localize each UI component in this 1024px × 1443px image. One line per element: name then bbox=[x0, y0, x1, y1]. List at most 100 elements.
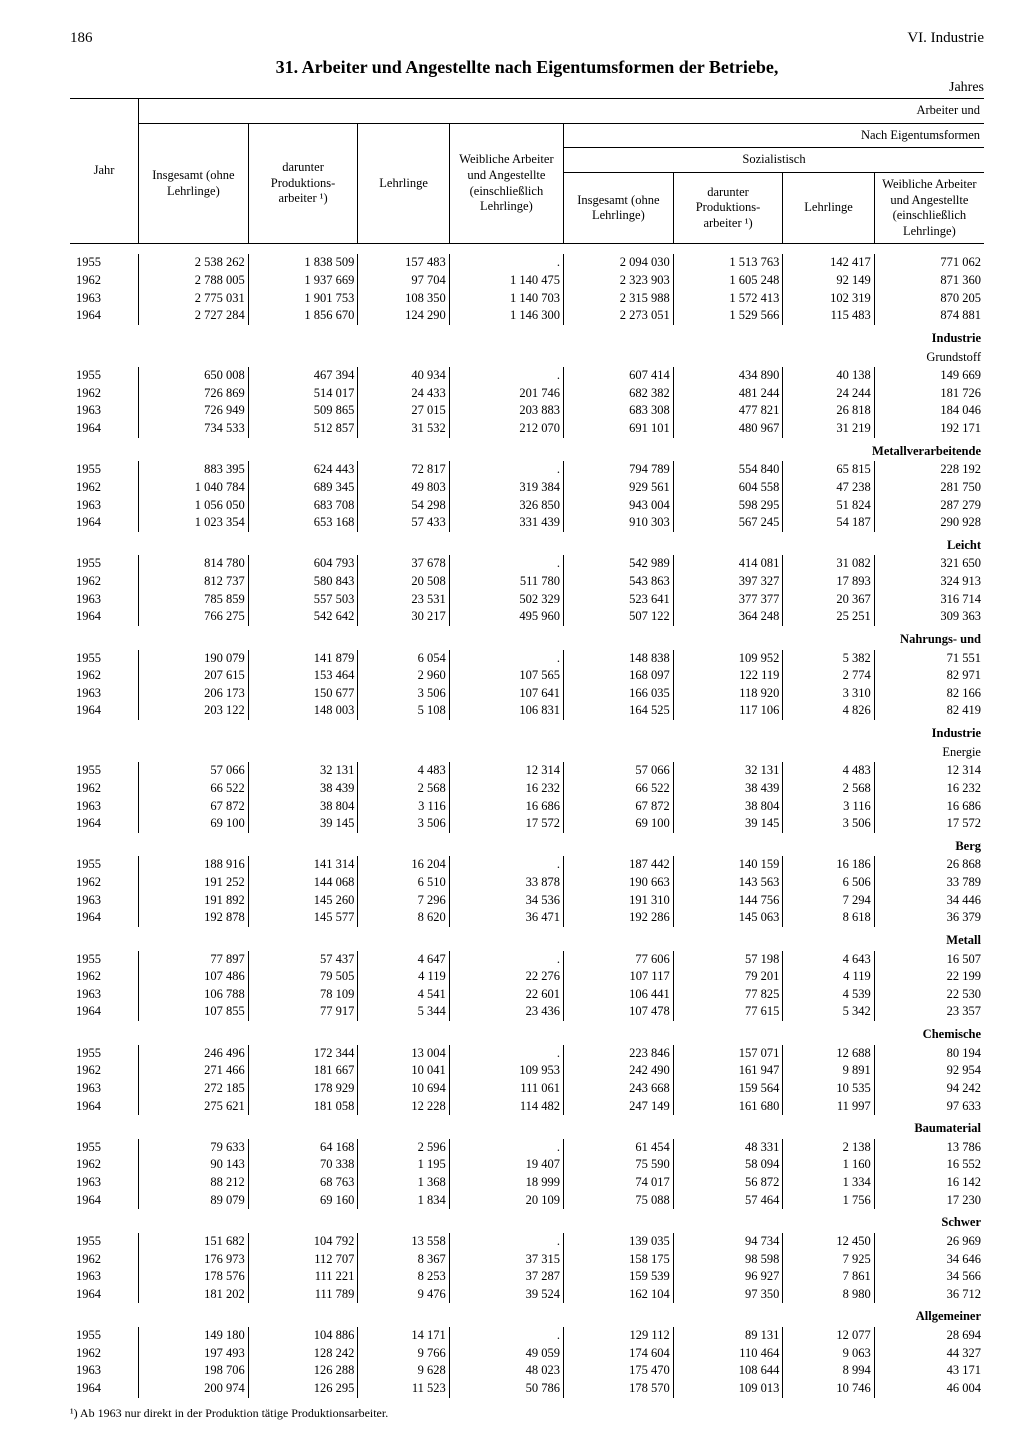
cell: 281 750 bbox=[874, 479, 984, 497]
cell: 107 486 bbox=[139, 968, 249, 986]
cell: 242 490 bbox=[564, 1062, 674, 1080]
cell: 104 792 bbox=[248, 1233, 358, 1251]
cell: 47 238 bbox=[783, 479, 874, 497]
cell: 1 756 bbox=[783, 1192, 874, 1210]
cell: 20 367 bbox=[783, 591, 874, 609]
col-insgesamt: Insgesamt (ohne Lehrlinge) bbox=[139, 123, 249, 244]
cell: 46 004 bbox=[874, 1380, 984, 1398]
cell: 290 928 bbox=[874, 514, 984, 532]
cell: 246 496 bbox=[139, 1045, 249, 1063]
cell: 98 598 bbox=[673, 1251, 783, 1269]
cell: 190 079 bbox=[139, 650, 249, 668]
cell: 4 647 bbox=[358, 951, 449, 969]
col-soz-prod: darunter Produktions- arbeiter ¹) bbox=[673, 172, 783, 244]
cell: 30 217 bbox=[358, 608, 449, 626]
cell: 38 804 bbox=[673, 798, 783, 816]
cell: 9 476 bbox=[358, 1286, 449, 1304]
cell: 683 708 bbox=[248, 497, 358, 515]
cell: 3 116 bbox=[783, 798, 874, 816]
cell: 1955 bbox=[70, 1045, 139, 1063]
cell: 175 470 bbox=[564, 1362, 674, 1380]
cell: 542 989 bbox=[564, 555, 674, 573]
cell: 61 454 bbox=[564, 1139, 674, 1157]
cell: 82 166 bbox=[874, 685, 984, 703]
cell: 2 727 284 bbox=[139, 307, 249, 325]
cell: 1964 bbox=[70, 815, 139, 833]
cell: 112 707 bbox=[248, 1251, 358, 1269]
cell: 243 668 bbox=[564, 1080, 674, 1098]
hdr-arbeiter-und: Arbeiter und bbox=[139, 99, 984, 124]
cell: 13 558 bbox=[358, 1233, 449, 1251]
section-label: Industrie bbox=[70, 325, 984, 349]
cell: 144 756 bbox=[673, 892, 783, 910]
cell: 7 296 bbox=[358, 892, 449, 910]
cell: 178 929 bbox=[248, 1080, 358, 1098]
cell: 82 419 bbox=[874, 702, 984, 720]
table-row: 1963106 78878 1094 54122 601106 44177 82… bbox=[70, 986, 984, 1004]
table-row: 196489 07969 1601 83420 10975 08857 4641… bbox=[70, 1192, 984, 1210]
cell: 10 694 bbox=[358, 1080, 449, 1098]
cell: 557 503 bbox=[248, 591, 358, 609]
cell: 683 308 bbox=[564, 402, 674, 420]
cell: 12 314 bbox=[449, 762, 563, 780]
cell: 200 974 bbox=[139, 1380, 249, 1398]
cell: 16 186 bbox=[783, 856, 874, 874]
cell: 122 119 bbox=[673, 667, 783, 685]
cell: 2 774 bbox=[783, 667, 874, 685]
cell: . bbox=[449, 650, 563, 668]
cell: 326 850 bbox=[449, 497, 563, 515]
cell: 117 106 bbox=[673, 702, 783, 720]
cell: 107 855 bbox=[139, 1003, 249, 1021]
table-row: 1962191 252144 0686 51033 878190 663143 … bbox=[70, 874, 984, 892]
cell: 467 394 bbox=[248, 367, 358, 385]
cell: 4 119 bbox=[358, 968, 449, 986]
cell: . bbox=[449, 254, 563, 272]
cell: 142 417 bbox=[783, 254, 874, 272]
cell: 57 066 bbox=[564, 762, 674, 780]
cell: 49 059 bbox=[449, 1345, 563, 1363]
cell: 523 641 bbox=[564, 591, 674, 609]
cell: 14 171 bbox=[358, 1327, 449, 1345]
cell: 1963 bbox=[70, 1362, 139, 1380]
cell: 65 815 bbox=[783, 461, 874, 479]
cell: 1 146 300 bbox=[449, 307, 563, 325]
cell: 161 947 bbox=[673, 1062, 783, 1080]
cell: 1962 bbox=[70, 1251, 139, 1269]
cell: 149 669 bbox=[874, 367, 984, 385]
hdr-nach-eigentum: Nach Eigentumsformen bbox=[564, 123, 984, 148]
cell: 19 407 bbox=[449, 1156, 563, 1174]
cell: 1962 bbox=[70, 479, 139, 497]
cell: 1962 bbox=[70, 272, 139, 290]
cell: . bbox=[449, 856, 563, 874]
cell: 16 142 bbox=[874, 1174, 984, 1192]
cell: 75 590 bbox=[564, 1156, 674, 1174]
cell: 172 344 bbox=[248, 1045, 358, 1063]
cell: 157 071 bbox=[673, 1045, 783, 1063]
cell: 1963 bbox=[70, 892, 139, 910]
cell: 77 917 bbox=[248, 1003, 358, 1021]
cell: 68 763 bbox=[248, 1174, 358, 1192]
table-row: 1955188 916141 31416 204.187 442140 1591… bbox=[70, 856, 984, 874]
cell: 33 878 bbox=[449, 874, 563, 892]
cell: 1964 bbox=[70, 514, 139, 532]
cell: 871 360 bbox=[874, 272, 984, 290]
cell: 502 329 bbox=[449, 591, 563, 609]
cell: 812 737 bbox=[139, 573, 249, 591]
cell: 6 510 bbox=[358, 874, 449, 892]
cell: 8 994 bbox=[783, 1362, 874, 1380]
cell: 77 825 bbox=[673, 986, 783, 1004]
cell: 114 482 bbox=[449, 1098, 563, 1116]
cell: 90 143 bbox=[139, 1156, 249, 1174]
cell: 34 446 bbox=[874, 892, 984, 910]
table-row: 196388 21268 7631 36818 99974 01756 8721… bbox=[70, 1174, 984, 1192]
cell: 79 505 bbox=[248, 968, 358, 986]
cell: 4 119 bbox=[783, 968, 874, 986]
cell: 414 081 bbox=[673, 555, 783, 573]
cell: 70 338 bbox=[248, 1156, 358, 1174]
section-label: Metallverarbeitende bbox=[70, 438, 984, 462]
cell: 72 817 bbox=[358, 461, 449, 479]
cell: 1964 bbox=[70, 702, 139, 720]
cell: 58 094 bbox=[673, 1156, 783, 1174]
table-row: 195577 89757 4374 647.77 60657 1984 6431… bbox=[70, 951, 984, 969]
cell: 1963 bbox=[70, 1080, 139, 1098]
